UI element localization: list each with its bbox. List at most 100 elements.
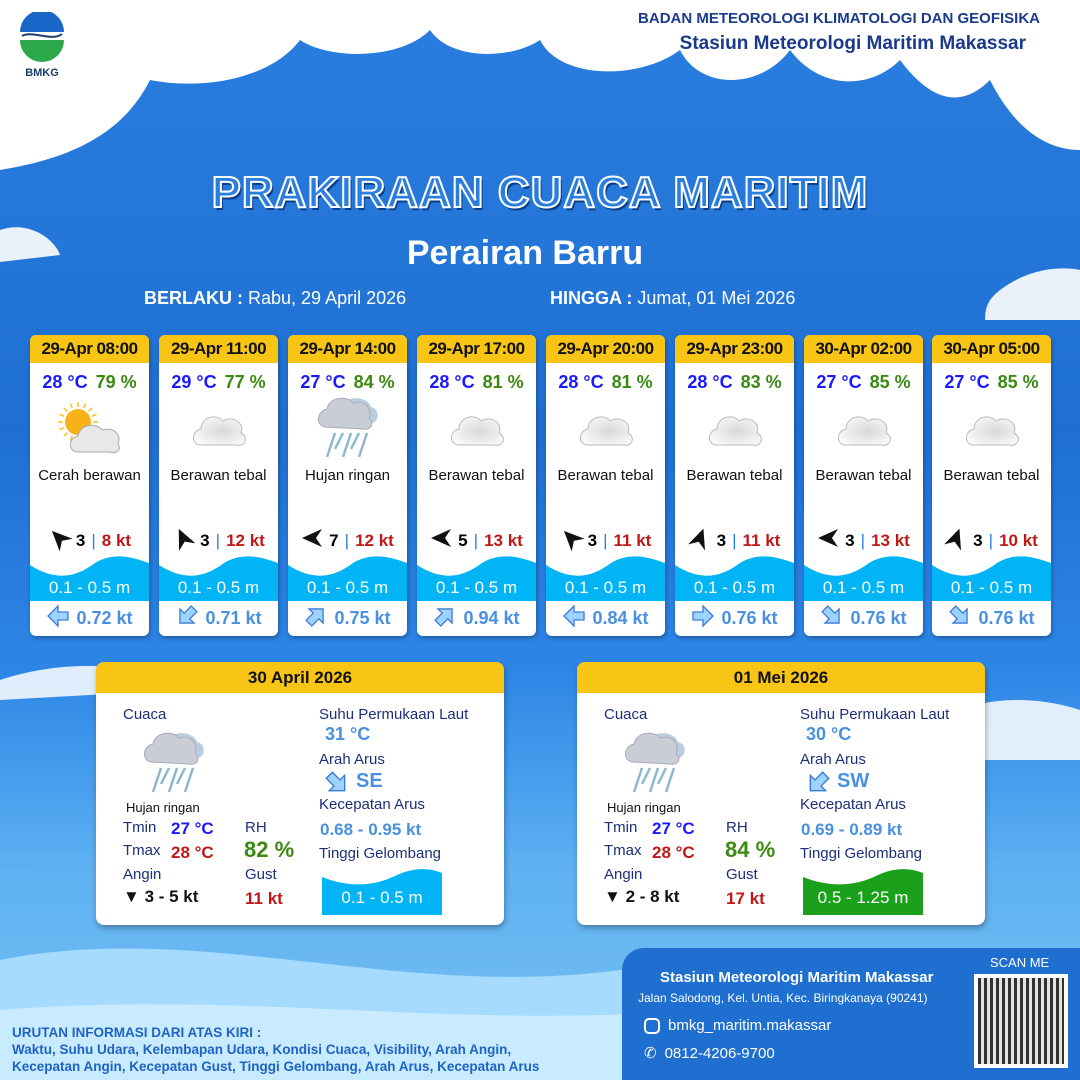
arus-label: Arah Arus [800,751,866,768]
wave-value: 0.5 - 1.25 m [817,888,909,907]
tmin-label: Tmin [604,819,638,836]
forecast-card: 29-Apr 14:00 27 °C 84 % Hujan ringan 7 | 12… [288,335,407,636]
valid-from: BERLAKU : Rabu, 29 April 2026 [144,288,407,308]
current-speed: 0.76 kt [978,608,1035,628]
forecast-card: 29-Apr 20:00 28 °C 81 % Berawan tebal 3 | 1… [546,335,665,636]
forecast-time: 29-Apr 11:00 [159,335,278,363]
angin-label: Angin [604,866,643,883]
weather-condition: Cerah berawan [38,467,141,484]
weather-condition: Berawan tebal [428,467,525,484]
wave-graphic [804,556,923,601]
forecast-time: 29-Apr 20:00 [546,335,665,363]
wave-graphic [159,556,278,601]
cloud-icon [546,397,665,461]
forecast-card: 30-Apr 05:00 27 °C 85 % Berawan tebal 3 | 1… [932,335,1051,636]
gust-speed: 13 kt [484,530,523,550]
wave-graphic [546,556,665,601]
angin-value: ▼ 3 - 5 kt [123,887,199,906]
wave-height: 0.1 - 0.5 m [48,578,131,597]
wave-graphic [932,556,1051,601]
tmin-label: Tmin [123,819,157,836]
wind-direction-icon: ▼ [123,887,140,906]
wave-label: Tinggi Gelombang [319,845,442,862]
humidity: 83 % [740,372,782,392]
forecast-time: 29-Apr 23:00 [675,335,794,363]
weather-condition: Berawan tebal [686,467,783,484]
gust-speed: 11 kt [742,530,781,550]
humidity: 79 % [95,372,137,392]
forecast-time: 29-Apr 08:00 [30,335,149,363]
daily-summary-panel: 01 Mei 2026 Cuaca Hujan ringan Tmin 27 °… [577,662,985,925]
rain-icon [288,397,407,461]
current-speed: 0.94 kt [463,608,520,628]
current-speed: 0.72 kt [76,608,133,628]
qr-code[interactable] [974,974,1068,1068]
humidity: 85 % [997,372,1039,392]
sst-value: 31 °C [325,724,371,744]
instagram-link[interactable]: bmkg_maritim.makassar [644,1017,831,1034]
gust-label: Gust [245,866,277,883]
rh-label: RH [245,819,267,836]
air-temp: 29 °C [171,372,217,392]
current-speed: 0.76 kt [850,608,907,628]
forecast-time: 29-Apr 14:00 [288,335,407,363]
current-direction-icon [46,604,70,633]
forecast-card: 30-Apr 02:00 27 °C 85 % Berawan tebal 3 | 1… [804,335,923,636]
phone-link[interactable]: ✆ 0812-4206-9700 [644,1044,775,1063]
wind-speed: 3 [973,530,983,550]
gust-value: 17 kt [726,889,765,908]
wind-speed: 3 [200,530,210,550]
cloud-icon [675,397,794,461]
tmax-label: Tmax [123,842,161,859]
cloud-icon [804,397,923,461]
forecast-card: 29-Apr 08:00 28 °C 79 % Cerah berawan 3 | 8… [30,335,149,636]
kec-value: 0.68 - 0.95 kt [320,820,422,839]
wave-height: 0.1 - 0.5 m [950,578,1033,597]
current-direction-icon [175,604,199,633]
rh-label: RH [726,819,748,836]
daily-date: 30 April 2026 [96,662,504,693]
rain-icon [622,728,688,805]
wave-graphic [417,556,536,601]
rain-icon [141,728,207,805]
air-temp: 28 °C [42,372,88,392]
air-temp: 27 °C [300,372,346,392]
wind-direction-icon [560,527,585,554]
wave-graphic [30,556,149,601]
gust-speed: 11 kt [613,530,652,550]
wave-value: 0.1 - 0.5 m [341,888,423,907]
cloud-icon [159,397,278,461]
gust-value: 11 kt [245,889,283,908]
forecast-card: 29-Apr 23:00 28 °C 83 % Berawan tebal 3 | 1… [675,335,794,636]
current-speed: 0.84 kt [592,608,649,628]
wind-direction-icon: ▼ [604,887,621,906]
forecast-card: 29-Apr 11:00 29 °C 77 % Berawan tebal 3 | 1… [159,335,278,636]
air-temp: 27 °C [944,372,990,392]
wave-height: 0.1 - 0.5 m [177,578,260,597]
station-name: Stasiun Meteorologi Maritim Makassar [679,33,1026,54]
cloud-icon [932,397,1051,461]
wind-direction-icon [301,527,323,554]
forecast-time: 29-Apr 17:00 [417,335,536,363]
weather-condition: Berawan tebal [943,467,1040,484]
air-temp: 28 °C [558,372,604,392]
sst-value: 30 °C [806,724,852,744]
wind-direction-icon [687,527,711,554]
page-subtitle: Perairan Barru [406,234,644,272]
wave-graphic [675,556,794,601]
wind-speed: 3 [587,530,598,550]
weather-condition: Berawan tebal [170,467,267,484]
sst-label: Suhu Permukaan Laut [319,706,469,723]
air-temp: 28 °C [429,372,475,392]
scan-me-label: SCAN ME [990,955,1050,970]
humidity: 81 % [611,372,653,392]
wave-height: 0.1 - 0.5 m [693,578,776,597]
current-direction-icon [433,604,457,633]
sst-label: Suhu Permukaan Laut [800,706,950,723]
forecast-time: 30-Apr 02:00 [804,335,923,363]
current-speed: 0.75 kt [334,608,391,628]
weather-condition: Hujan ringan [304,467,391,484]
forecast-time: 30-Apr 05:00 [932,335,1051,363]
current-direction-icon [691,604,715,633]
daily-summary-panel: 30 April 2026 Cuaca Hujan ringan Tmin 27… [96,662,504,925]
